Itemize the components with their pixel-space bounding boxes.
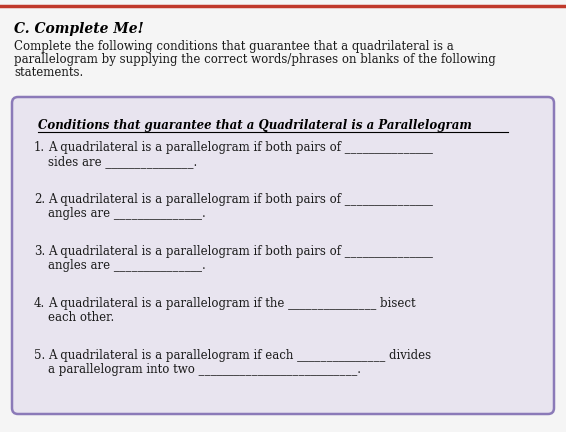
Text: 1.: 1. (34, 141, 45, 154)
Text: parallelogram by supplying the correct words/phrases on blanks of the following: parallelogram by supplying the correct w… (14, 53, 496, 66)
Text: A quadrilateral is a parallelogram if both pairs of _______________: A quadrilateral is a parallelogram if bo… (48, 245, 433, 258)
Text: 3.: 3. (34, 245, 45, 258)
Text: 5.: 5. (34, 349, 45, 362)
Text: A quadrilateral is a parallelogram if each _______________ divides: A quadrilateral is a parallelogram if ea… (48, 349, 431, 362)
Text: each other.: each other. (48, 311, 114, 324)
Text: a parallelogram into two ___________________________.: a parallelogram into two _______________… (48, 363, 361, 376)
Text: A quadrilateral is a parallelogram if both pairs of _______________: A quadrilateral is a parallelogram if bo… (48, 193, 433, 206)
Text: 2.: 2. (34, 193, 45, 206)
Text: C. Complete Me!: C. Complete Me! (14, 22, 144, 36)
FancyBboxPatch shape (12, 97, 554, 414)
Text: sides are _______________.: sides are _______________. (48, 155, 197, 168)
Text: A quadrilateral is a parallelogram if both pairs of _______________: A quadrilateral is a parallelogram if bo… (48, 141, 433, 154)
Text: statements.: statements. (14, 66, 83, 79)
Text: 4.: 4. (34, 297, 45, 310)
Text: angles are _______________.: angles are _______________. (48, 207, 206, 220)
Text: angles are _______________.: angles are _______________. (48, 259, 206, 272)
Text: Conditions that guarantee that a Quadrilateral is a Parallelogram: Conditions that guarantee that a Quadril… (38, 119, 471, 132)
Text: A quadrilateral is a parallelogram if the _______________ bisect: A quadrilateral is a parallelogram if th… (48, 297, 415, 310)
Text: Complete the following conditions that guarantee that a quadrilateral is a: Complete the following conditions that g… (14, 40, 454, 53)
